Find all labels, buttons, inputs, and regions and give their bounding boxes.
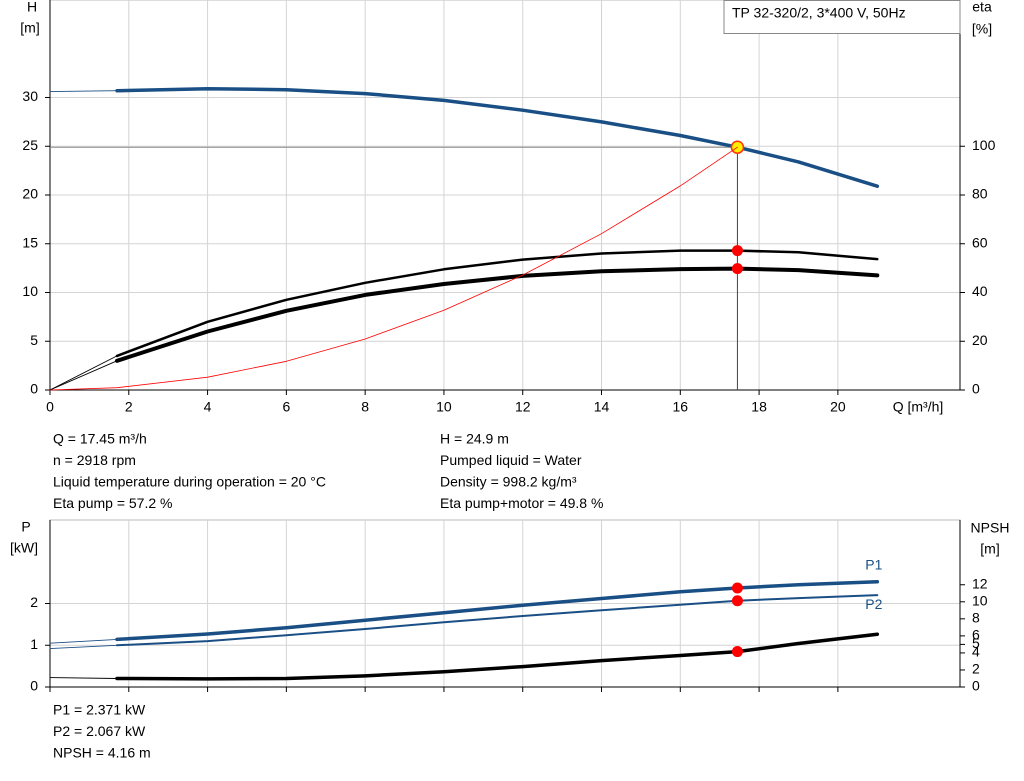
- y-tick-label: 0: [30, 678, 38, 694]
- series-label: P2: [865, 596, 882, 612]
- y2-tick-label: 8: [972, 610, 980, 626]
- duty-point: [731, 245, 743, 257]
- y-tick-label: 15: [22, 234, 38, 250]
- y2-tick-label: 6: [972, 627, 980, 643]
- x-tick-label: 16: [673, 399, 689, 415]
- axis-label: P: [21, 519, 30, 535]
- title-box: [723, 0, 961, 34]
- series-line: [49, 146, 738, 391]
- info-text: Density = 998.2 kg/m³: [440, 474, 577, 490]
- x-tick-label: 20: [830, 399, 846, 415]
- info-text: Pumped liquid = Water: [440, 452, 582, 468]
- x-tick-label: 14: [594, 399, 610, 415]
- axis-label: [kW]: [10, 540, 38, 556]
- info-text: Liquid temperature during operation = 20…: [53, 474, 326, 490]
- x-tick-label: 4: [204, 399, 212, 415]
- y2-tick-label: 12: [972, 575, 988, 591]
- y-tick-label: 30: [22, 88, 38, 104]
- info-text: n = 2918 rpm: [53, 452, 136, 468]
- duty-point: [731, 595, 743, 607]
- y-tick-label: 20: [22, 186, 38, 202]
- y-tick-label: 5: [30, 332, 38, 348]
- y2-tick-label: 0: [972, 678, 980, 694]
- x-tick-label: 8: [361, 399, 369, 415]
- axis-label: NPSH: [971, 520, 1010, 536]
- series-line: [116, 594, 879, 647]
- axis-label: [m]: [20, 20, 39, 36]
- y2-tick-label: 20: [972, 332, 988, 348]
- y2-tick-label: 2: [972, 661, 980, 677]
- axis-label: [m]: [980, 541, 999, 557]
- y2-tick-label: 100: [972, 137, 996, 153]
- info-text: Eta pump = 57.2 %: [53, 495, 172, 511]
- chart-title: TP 32-320/2, 3*400 V, 50Hz: [732, 5, 906, 21]
- y2-tick-label: 80: [972, 186, 988, 202]
- duty-point: [731, 582, 743, 594]
- y2-tick-label: 40: [972, 283, 988, 299]
- x-tick-label: 12: [515, 399, 531, 415]
- series-line: [115, 249, 879, 358]
- series-line: [115, 266, 880, 363]
- y-tick-label: 0: [30, 381, 38, 397]
- series-line: [49, 355, 118, 391]
- y-tick-label: 10: [22, 283, 38, 299]
- info-text: P2 = 2.067 kW: [53, 723, 146, 739]
- x-tick-label: 18: [751, 399, 767, 415]
- x-tick-label: 6: [282, 399, 290, 415]
- axis-label: eta: [972, 0, 992, 15]
- duty-point: [731, 263, 743, 275]
- series-line: [115, 632, 880, 681]
- series-line: [49, 638, 118, 644]
- series-line: [49, 360, 118, 391]
- duty-point: [731, 646, 743, 658]
- axis-label: [%]: [972, 21, 992, 37]
- y2-tick-label: 0: [972, 381, 980, 397]
- series-line: [49, 677, 118, 679]
- y2-tick-label: 5: [972, 635, 980, 651]
- info-text: H = 24.9 m: [440, 431, 509, 447]
- y-tick-label: 25: [22, 137, 38, 153]
- series-line: [49, 90, 118, 93]
- x-tick-label: 10: [436, 399, 452, 415]
- x-tick-label: 2: [125, 399, 133, 415]
- y-tick-label: 2: [30, 594, 38, 610]
- series-line: [115, 580, 880, 642]
- info-text: P1 = 2.371 kW: [53, 702, 146, 718]
- y2-tick-label: 60: [972, 234, 988, 250]
- y2-tick-label: 10: [972, 592, 988, 608]
- series-line: [115, 86, 880, 188]
- series-line: [49, 644, 118, 650]
- info-text: Q = 17.45 m³/h: [53, 431, 147, 447]
- series-label: P1: [865, 556, 882, 572]
- x-tick-label: 0: [46, 399, 54, 415]
- axis-label: H: [27, 0, 37, 15]
- axis-label: Q [m³/h]: [893, 399, 944, 415]
- info-text: NPSH = 4.16 m: [53, 745, 151, 761]
- y-tick-label: 1: [30, 636, 38, 652]
- info-text: Eta pump+motor = 49.8 %: [440, 495, 603, 511]
- y2-tick-label: 4: [972, 644, 980, 660]
